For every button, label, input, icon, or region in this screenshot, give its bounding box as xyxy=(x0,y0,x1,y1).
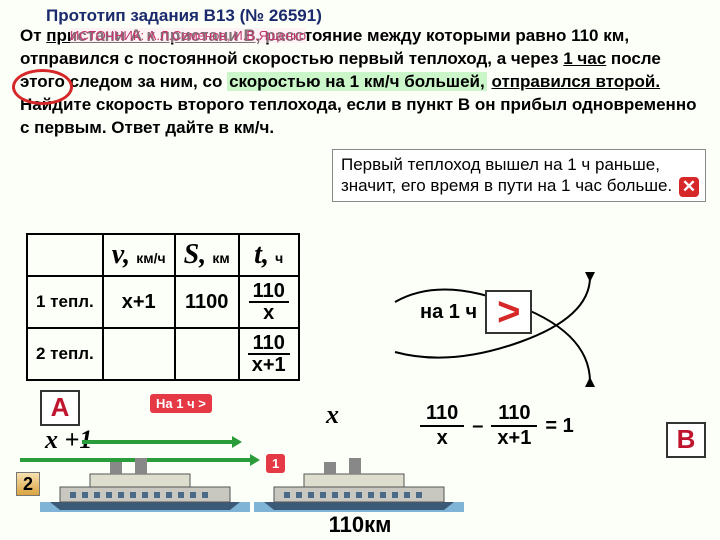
row1-t: 110x xyxy=(239,276,299,328)
data-table: v, км/ч S, км t, ч 1 тепл. x+1 1100 110x… xyxy=(26,233,300,381)
source-citation: ИСТОЧНИК: А.Л.Семенов, И.В.Ященко xyxy=(70,28,306,43)
col-blank xyxy=(27,234,103,276)
arrow1-icon xyxy=(82,434,242,450)
row1-s: 1100 xyxy=(175,276,239,328)
col-v: v, км/ч xyxy=(103,234,175,276)
note-text: на 1 ч xyxy=(420,301,477,324)
col-s: S, км xyxy=(175,234,239,276)
comparison-note: на 1 ч > xyxy=(420,290,532,334)
row2-label: 2 тепл. xyxy=(27,328,103,380)
distance-label: 110км xyxy=(0,512,720,538)
row1-label: 1 тепл. xyxy=(27,276,103,328)
col-t: t, ч xyxy=(239,234,299,276)
speed2-label: x xyxy=(326,400,339,430)
row1-v: x+1 xyxy=(103,276,175,328)
row2-t: 110x+1 xyxy=(239,328,299,380)
close-icon[interactable]: ✕ xyxy=(679,177,699,197)
hint-text: Первый теплоход вышел на 1 ч раньше, зна… xyxy=(341,155,672,195)
row2-v xyxy=(103,328,175,380)
ship-number-2: 2 xyxy=(16,472,40,496)
circle-annotation xyxy=(12,69,73,105)
greater-icon: > xyxy=(485,290,532,334)
hint-box: Первый теплоход вышел на 1 ч раньше, зна… xyxy=(332,149,706,202)
task-title: Прототип задания B13 (№ 26591) xyxy=(46,6,322,26)
point-a: A xyxy=(40,390,80,426)
row2-s xyxy=(175,328,239,380)
time-badge-1: На 1 ч > xyxy=(150,394,212,413)
point-b: B xyxy=(666,422,706,458)
ship2-icon xyxy=(254,452,464,512)
ship1-icon xyxy=(40,452,250,512)
river-scene: A B x +1 x На 1 ч > 1 2 xyxy=(0,390,720,540)
